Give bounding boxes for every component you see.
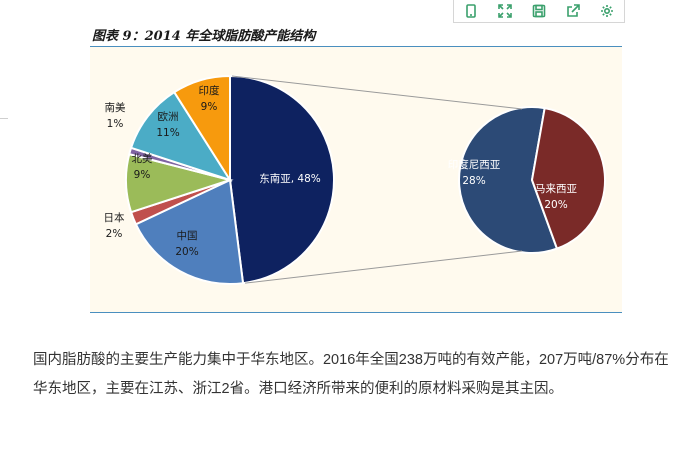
secondary-pie-1-label: 马来西亚	[535, 183, 577, 195]
article-paragraph: 国内脂肪酸的主要生产能力集中于华东地区。2016年全国238万吨的有效产能，20…	[33, 352, 669, 397]
main-pie-slice-0	[229, 74, 335, 285]
save-button[interactable]	[529, 1, 549, 21]
secondary-pie-slice-1	[530, 106, 606, 250]
main-pie-slice-5	[129, 90, 233, 182]
main-pie-slice-1	[134, 178, 245, 285]
secondary-pie-0-value-label: 28%	[462, 175, 485, 187]
main-pie-4-label: 南美	[105, 101, 126, 114]
caption-divider	[90, 46, 622, 47]
main-pie-3-label: 北美	[132, 152, 153, 165]
margin-marker	[0, 118, 8, 119]
main-pie-1-value-label: 20%	[175, 246, 198, 258]
main-pie-6-label: 印度	[199, 84, 220, 97]
pie-of-pie-chart: 东南亚, 48% 中国 20% 日本 2% 北美 9% 南美 1% 欧洲 11% 印度 9% 印度尼西亚 2…	[104, 74, 606, 285]
main-pie-2-value-label: 2%	[106, 228, 123, 240]
phone-view-button[interactable]	[461, 1, 481, 21]
chart-area: 东南亚, 48% 中国 20% 日本 2% 北美 9% 南美 1% 欧洲 11% 印度 9% 印度尼西亚 2…	[90, 47, 622, 312]
image-toolbar	[453, 0, 625, 23]
main-pie-1-label: 中国	[177, 229, 198, 242]
chart-caption: 图表 9：2014 年全球脂肪酸产能结构	[92, 29, 316, 44]
secondary-pie-slice-0	[458, 106, 559, 254]
main-pie-0-label: 东南亚, 48%	[259, 172, 321, 185]
expand-button[interactable]	[495, 1, 515, 21]
share-button[interactable]	[563, 1, 583, 21]
main-pie-5-value-label: 11%	[156, 127, 179, 139]
settings-button[interactable]	[597, 1, 617, 21]
connector-line-top	[231, 75, 523, 110]
main-pie-2-label: 日本	[104, 211, 125, 224]
save-icon	[532, 4, 546, 18]
expand-icon	[498, 4, 512, 18]
phone-icon	[466, 4, 476, 18]
share-icon	[567, 4, 580, 17]
main-pie-4-value-label: 1%	[107, 118, 124, 130]
gear-icon	[601, 5, 613, 17]
main-pie-5-label: 欧洲	[158, 111, 179, 123]
main-pie-6-value-label: 9%	[201, 101, 218, 113]
secondary-pie-1-value-label: 20%	[544, 199, 567, 211]
main-pie-3-value-label: 9%	[134, 169, 151, 181]
chart-bottom-divider	[90, 312, 622, 313]
main-pie-slice-6	[172, 74, 231, 184]
connector-line-bottom	[244, 250, 523, 284]
secondary-pie-0-label: 印度尼西亚	[448, 158, 501, 171]
